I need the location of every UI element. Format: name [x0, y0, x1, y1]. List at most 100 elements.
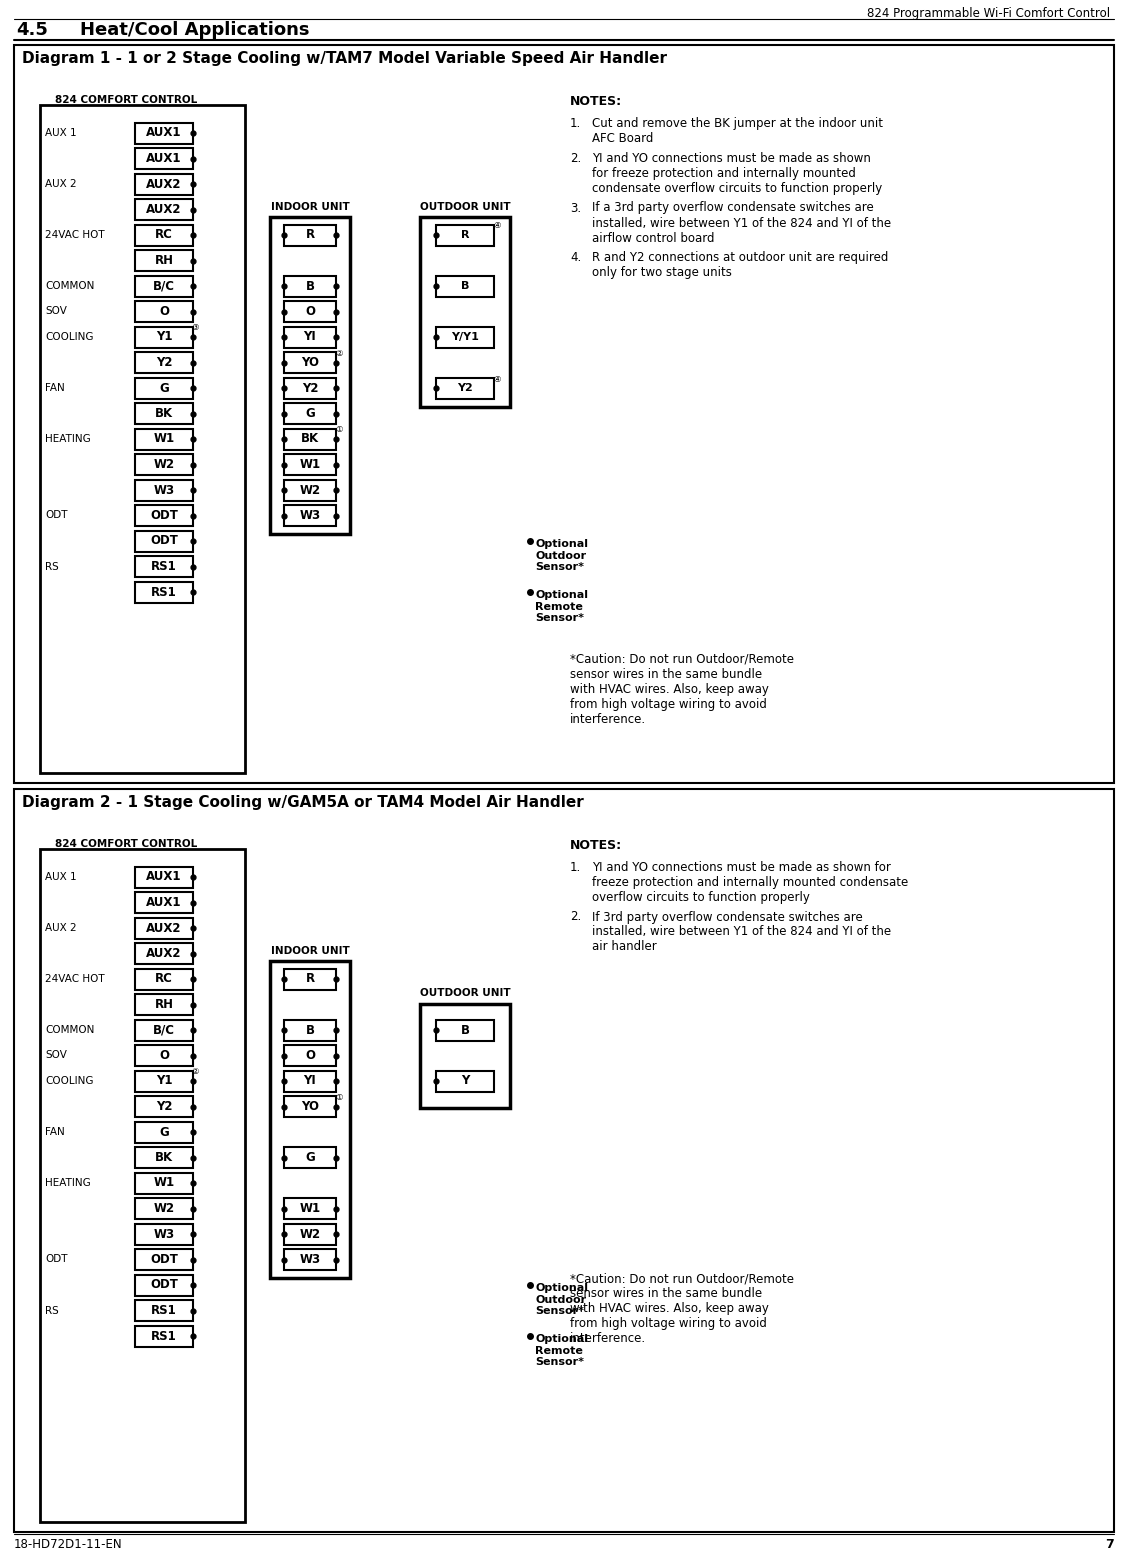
- Text: SOV: SOV: [45, 1051, 67, 1060]
- Bar: [135, 1198, 193, 1218]
- Text: RS1: RS1: [151, 1330, 177, 1342]
- Text: BK: BK: [155, 1152, 173, 1164]
- Text: HEATING: HEATING: [45, 1178, 90, 1187]
- Text: R: R: [306, 229, 315, 241]
- Bar: [284, 1147, 336, 1169]
- Text: BK: BK: [301, 432, 319, 446]
- Text: W1: W1: [299, 458, 320, 471]
- Bar: [135, 480, 193, 500]
- Bar: [270, 217, 350, 534]
- Text: ODT: ODT: [45, 511, 68, 520]
- Text: INDOOR UNIT: INDOOR UNIT: [271, 946, 350, 955]
- Bar: [135, 300, 193, 322]
- Text: G: G: [159, 381, 169, 395]
- Text: Diagram 2 - 1 Stage Cooling w/GAM5A or TAM4 Model Air Handler: Diagram 2 - 1 Stage Cooling w/GAM5A or T…: [23, 796, 584, 810]
- Text: *Caution: Do not run Outdoor/Remote
sensor wires in the same bundle
with HVAC wi: *Caution: Do not run Outdoor/Remote sens…: [570, 1272, 794, 1345]
- Bar: [135, 173, 193, 195]
- Text: Y2: Y2: [156, 1101, 173, 1113]
- Text: 4.5: 4.5: [16, 22, 47, 39]
- Text: G: G: [306, 407, 315, 420]
- Text: Optional
Outdoor
Sensor*: Optional Outdoor Sensor*: [535, 1283, 588, 1316]
- Text: W1: W1: [153, 1176, 175, 1189]
- Bar: [135, 1249, 193, 1269]
- Text: ODT: ODT: [150, 534, 178, 548]
- Bar: [135, 276, 193, 297]
- Bar: [135, 402, 193, 424]
- Text: Optional
Outdoor
Sensor*: Optional Outdoor Sensor*: [535, 539, 588, 573]
- Text: 824 Programmable Wi-Fi Comfort Control: 824 Programmable Wi-Fi Comfort Control: [867, 8, 1110, 20]
- Text: 3.: 3.: [570, 201, 581, 215]
- Text: ODT: ODT: [45, 1254, 68, 1265]
- Bar: [284, 1071, 336, 1091]
- Bar: [135, 918, 193, 938]
- Bar: [437, 224, 494, 246]
- Text: R: R: [460, 231, 469, 240]
- Text: ②: ②: [191, 1068, 199, 1076]
- Text: O: O: [305, 1050, 315, 1062]
- Text: NOTES:: NOTES:: [570, 839, 623, 851]
- Bar: [135, 1300, 193, 1320]
- Text: RC: RC: [155, 229, 173, 241]
- Text: SOV: SOV: [45, 307, 67, 316]
- Text: G: G: [159, 1125, 169, 1138]
- Text: 824 COMFORT CONTROL: 824 COMFORT CONTROL: [55, 839, 197, 848]
- Text: RS1: RS1: [151, 585, 177, 599]
- Bar: [284, 1249, 336, 1269]
- Bar: [284, 224, 336, 246]
- Text: Heat/Cool Applications: Heat/Cool Applications: [80, 22, 309, 39]
- Bar: [135, 149, 193, 169]
- Text: AUX1: AUX1: [147, 152, 182, 166]
- Text: B: B: [460, 1023, 469, 1037]
- Text: W2: W2: [299, 483, 320, 497]
- Bar: [437, 378, 494, 398]
- Text: ODT: ODT: [150, 509, 178, 522]
- Text: W2: W2: [153, 1201, 175, 1215]
- Text: AUX2: AUX2: [147, 178, 182, 190]
- Bar: [284, 454, 336, 475]
- Text: G: G: [306, 1152, 315, 1164]
- Text: AUX 2: AUX 2: [45, 923, 77, 933]
- Text: FAN: FAN: [45, 1127, 64, 1136]
- Bar: [135, 556, 193, 577]
- Text: 18-HD72D1-11-EN: 18-HD72D1-11-EN: [14, 1539, 123, 1548]
- Bar: [135, 994, 193, 1015]
- Bar: [135, 1223, 193, 1245]
- Text: YO: YO: [301, 1101, 319, 1113]
- Text: 7: 7: [1105, 1539, 1114, 1548]
- Text: FAN: FAN: [45, 382, 64, 393]
- Bar: [284, 300, 336, 322]
- Text: RS1: RS1: [151, 560, 177, 573]
- Text: W3: W3: [153, 483, 175, 497]
- Bar: [135, 429, 193, 449]
- Text: HEATING: HEATING: [45, 433, 90, 444]
- Text: RH: RH: [155, 998, 174, 1011]
- Text: AUX2: AUX2: [147, 921, 182, 935]
- Text: W2: W2: [299, 1228, 320, 1240]
- Text: AUX 1: AUX 1: [45, 872, 77, 882]
- Bar: [284, 969, 336, 989]
- Text: Y/Y1: Y/Y1: [451, 331, 479, 342]
- Bar: [284, 402, 336, 424]
- Bar: [284, 327, 336, 347]
- Bar: [135, 200, 193, 220]
- Text: RS: RS: [45, 562, 59, 571]
- Text: B/C: B/C: [153, 280, 175, 293]
- Bar: [284, 1096, 336, 1118]
- Bar: [135, 1274, 193, 1296]
- Text: B: B: [306, 280, 315, 293]
- Text: O: O: [159, 305, 169, 317]
- Text: B: B: [306, 1023, 315, 1037]
- Text: YI and YO connections must be made as shown
for freeze protection and internally: YI and YO connections must be made as sh…: [592, 152, 882, 195]
- Text: OUTDOOR UNIT: OUTDOOR UNIT: [420, 989, 510, 998]
- Text: Y2: Y2: [457, 382, 473, 393]
- Bar: [135, 122, 193, 144]
- Bar: [284, 480, 336, 500]
- Text: YI: YI: [303, 1074, 316, 1088]
- Text: YI: YI: [303, 331, 316, 344]
- Bar: [437, 1071, 494, 1091]
- Bar: [284, 505, 336, 526]
- Bar: [135, 531, 193, 551]
- Text: Optional
Remote
Sensor*: Optional Remote Sensor*: [535, 590, 588, 624]
- Text: OUTDOOR UNIT: OUTDOOR UNIT: [420, 201, 510, 212]
- Text: 4.: 4.: [570, 251, 581, 265]
